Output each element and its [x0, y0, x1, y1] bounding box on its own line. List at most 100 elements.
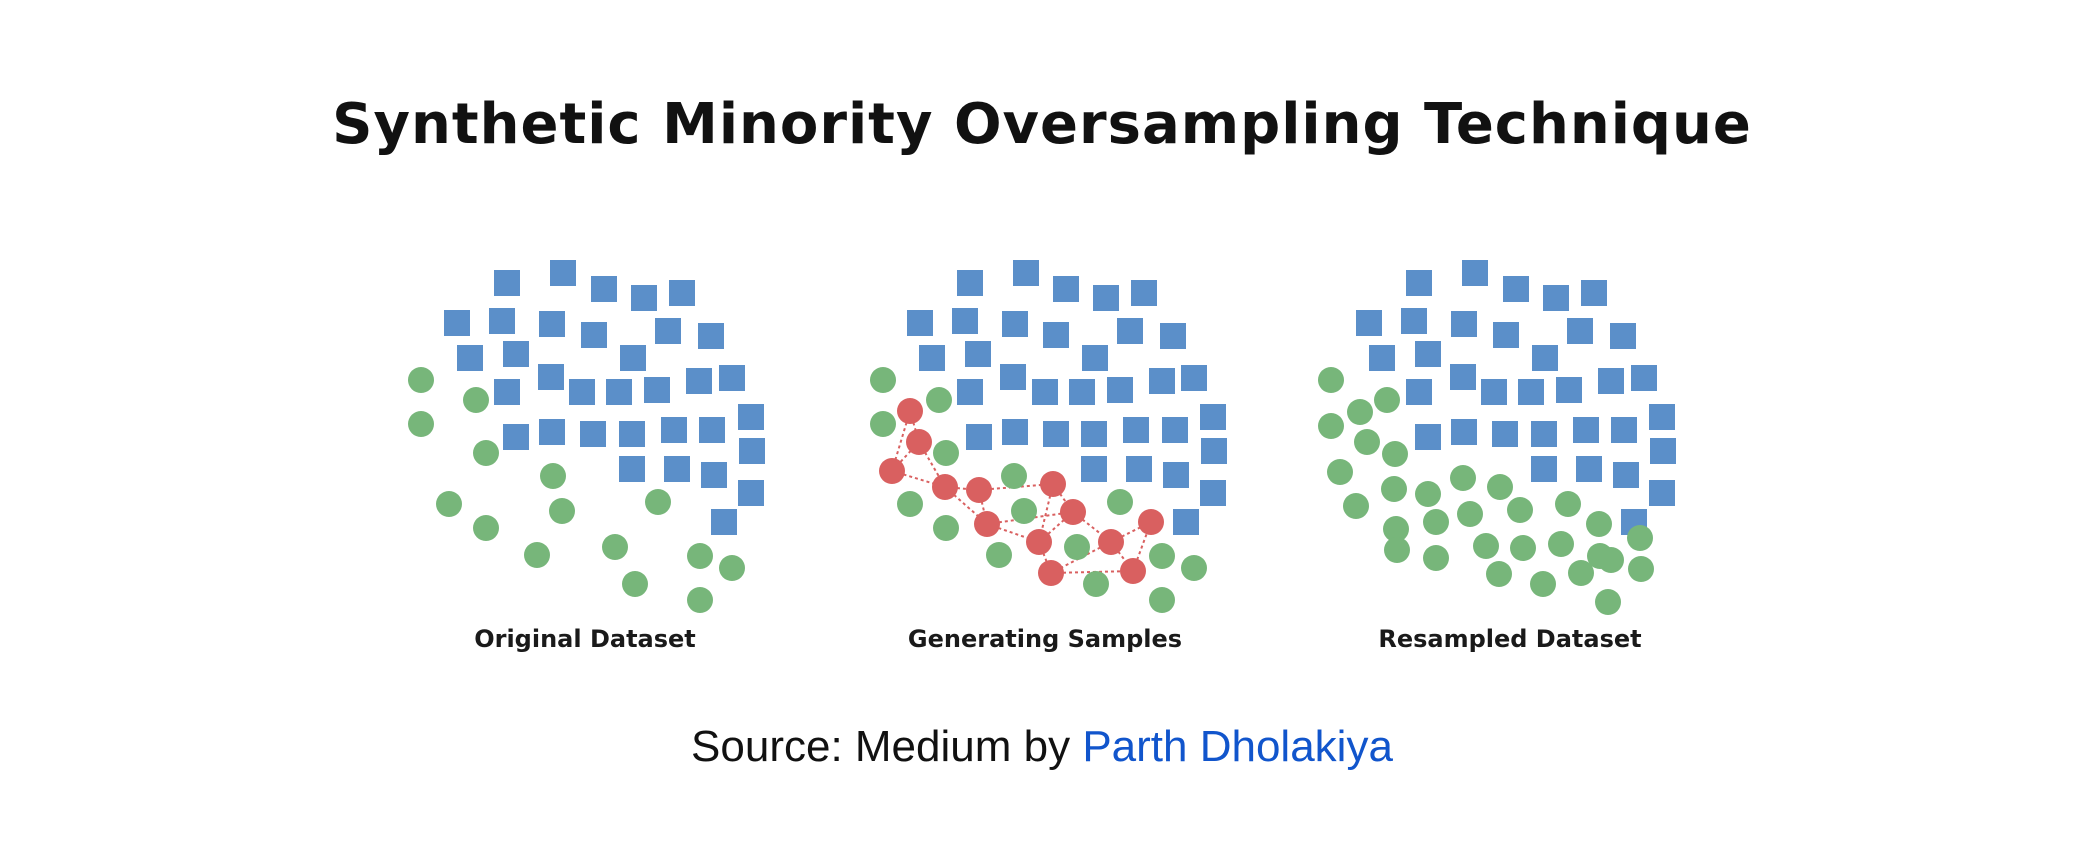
majority-square — [1532, 345, 1558, 371]
minority-circle — [1415, 481, 1441, 507]
majority-square — [539, 419, 565, 445]
majority-square — [1002, 419, 1028, 445]
minority-circle — [1354, 429, 1380, 455]
majority-square — [1415, 424, 1441, 450]
minority-circle — [1327, 459, 1353, 485]
majority-square — [686, 368, 712, 394]
majority-square — [1160, 323, 1186, 349]
majority-square — [1163, 462, 1189, 488]
majority-square — [1598, 368, 1624, 394]
majority-square — [1081, 456, 1107, 482]
majority-square — [1451, 311, 1477, 337]
minority-circle — [1487, 474, 1513, 500]
minority-circle — [1181, 555, 1207, 581]
majority-square — [1181, 365, 1207, 391]
majority-square — [1493, 322, 1519, 348]
majority-square — [538, 364, 564, 390]
minority-circle — [473, 515, 499, 541]
minority-circle — [870, 411, 896, 437]
minority-circle — [1510, 535, 1536, 561]
majority-square — [1162, 417, 1188, 443]
minority-circle — [1423, 545, 1449, 571]
minority-circle — [1001, 463, 1027, 489]
minority-circle — [1149, 587, 1175, 613]
synthetic-circle — [906, 429, 932, 455]
majority-square — [1053, 276, 1079, 302]
majority-square — [1531, 421, 1557, 447]
majority-square — [1576, 456, 1602, 482]
majority-square — [1126, 456, 1152, 482]
minority-circle — [436, 491, 462, 517]
minority-circle — [1318, 413, 1344, 439]
majority-square — [965, 341, 991, 367]
majority-square — [957, 379, 983, 405]
majority-square — [1649, 480, 1675, 506]
majority-square — [1450, 364, 1476, 390]
majority-square — [664, 456, 690, 482]
majority-square — [1002, 311, 1028, 337]
interpolation-edge — [1050, 570, 1134, 574]
minority-circle — [1083, 571, 1109, 597]
minority-circle — [1384, 537, 1410, 563]
majority-square — [1173, 509, 1199, 535]
majority-square — [1406, 270, 1432, 296]
minority-circle — [408, 367, 434, 393]
minority-circle — [408, 411, 434, 437]
majority-square — [1581, 280, 1607, 306]
minority-circle — [1382, 441, 1408, 467]
majority-square — [661, 417, 687, 443]
majority-square — [1613, 462, 1639, 488]
majority-square — [444, 310, 470, 336]
minority-circle — [933, 440, 959, 466]
majority-square — [669, 280, 695, 306]
minority-circle — [1343, 493, 1369, 519]
synthetic-circle — [1098, 529, 1124, 555]
majority-square — [655, 318, 681, 344]
minority-circle — [1548, 531, 1574, 557]
majority-square — [494, 379, 520, 405]
minority-circle — [1381, 476, 1407, 502]
majority-square — [919, 345, 945, 371]
majority-square — [1650, 438, 1676, 464]
minority-circle — [926, 387, 952, 413]
minority-circle — [897, 491, 923, 517]
majority-square — [957, 270, 983, 296]
source-credit: Source: Medium by Parth Dholakiya — [0, 722, 2084, 772]
majority-square — [1503, 276, 1529, 302]
majority-square — [580, 421, 606, 447]
diagram-title: Synthetic Minority Oversampling Techniqu… — [332, 92, 1752, 157]
minority-circle — [687, 587, 713, 613]
majority-square — [1043, 421, 1069, 447]
majority-square — [1573, 417, 1599, 443]
minority-circle — [473, 440, 499, 466]
majority-square — [1531, 456, 1557, 482]
majority-square — [1093, 285, 1119, 311]
minority-circle — [1507, 497, 1533, 523]
majority-square — [1462, 260, 1488, 286]
minority-circle — [622, 571, 648, 597]
majority-square — [1415, 341, 1441, 367]
majority-square — [1543, 285, 1569, 311]
minority-circle — [1064, 534, 1090, 560]
majority-square — [631, 285, 657, 311]
majority-square — [1201, 438, 1227, 464]
minority-circle — [1628, 556, 1654, 582]
panel-generating-samples — [870, 260, 1227, 613]
majority-square — [1631, 365, 1657, 391]
majority-square — [1451, 419, 1477, 445]
majority-square — [1123, 417, 1149, 443]
majority-square — [494, 270, 520, 296]
majority-square — [1000, 364, 1026, 390]
majority-square — [1567, 318, 1593, 344]
synthetic-circle — [1120, 558, 1146, 584]
author-link[interactable]: Parth Dholakiya — [1082, 722, 1393, 771]
synthetic-circle — [1038, 560, 1064, 586]
majority-square — [1492, 421, 1518, 447]
majority-square — [1556, 377, 1582, 403]
majority-square — [1406, 379, 1432, 405]
minority-circle — [524, 542, 550, 568]
minority-circle — [1374, 387, 1400, 413]
majority-square — [581, 322, 607, 348]
minority-circle — [463, 387, 489, 413]
majority-square — [591, 276, 617, 302]
